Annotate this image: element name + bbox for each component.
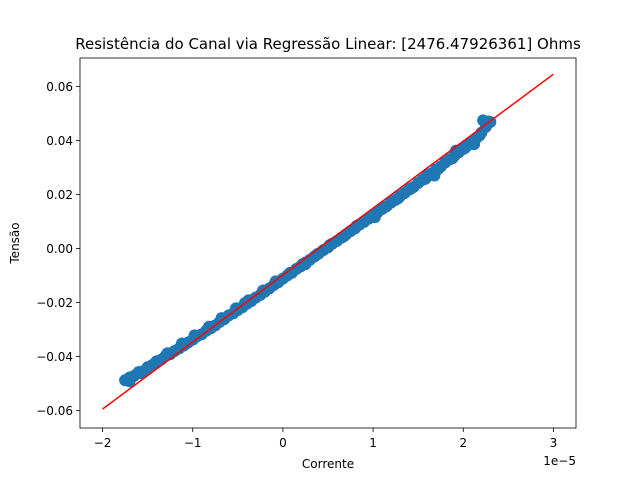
scatter-point <box>188 329 201 342</box>
x-tick-label: 1 <box>369 436 377 450</box>
regression-line <box>102 73 554 410</box>
scatter-point <box>368 211 381 224</box>
y-axis-ticks: −0.06 −0.04 −0.02 0.00 0.02 0.04 0.06 <box>36 80 80 418</box>
scatter-point <box>161 347 174 360</box>
x-tick-label: −2 <box>94 436 112 450</box>
scatter-point <box>148 357 161 370</box>
x-axis-ticks: −2 −1 0 1 2 3 <box>94 428 558 450</box>
scatter-point <box>284 266 297 279</box>
x-axis-offset-text: 1e−5 <box>543 454 576 468</box>
scatter-point <box>350 219 363 232</box>
scatter-point <box>404 182 417 195</box>
axes-frame <box>79 57 577 429</box>
scatter-point <box>139 363 152 376</box>
y-axis-label: Tensão <box>8 222 22 264</box>
x-tick-label: 3 <box>550 436 558 450</box>
y-tick-label: −0.02 <box>36 296 73 310</box>
scatter-point <box>202 320 215 333</box>
chart-title: Resistência do Canal via Regressão Linea… <box>75 35 581 53</box>
y-tick-label: −0.04 <box>36 350 73 364</box>
y-tick-label: 0.04 <box>46 134 73 148</box>
y-tick-label: 0.06 <box>46 80 73 94</box>
series-layer <box>102 73 554 410</box>
scatter-point <box>473 129 486 142</box>
y-tick-label: 0.00 <box>46 242 73 256</box>
y-tick-label: −0.06 <box>36 404 73 418</box>
scatter-point <box>179 338 192 351</box>
scatter-point <box>215 312 228 325</box>
x-axis-label: Corrente <box>302 457 354 471</box>
plot-area <box>79 57 577 429</box>
y-tick-label: 0.02 <box>46 188 73 202</box>
scatter-point <box>299 258 312 271</box>
scatter-point <box>459 141 472 154</box>
x-tick-label: −1 <box>184 436 202 450</box>
scatter-point <box>338 229 351 242</box>
scatter-point <box>468 138 481 151</box>
x-tick-label: 0 <box>279 436 287 450</box>
scatter-point <box>421 168 434 181</box>
scatter-point <box>123 375 136 388</box>
scatter-point <box>450 144 463 157</box>
x-tick-label: 2 <box>459 436 467 450</box>
scatter-point <box>392 192 405 205</box>
scatter-point <box>377 201 390 214</box>
